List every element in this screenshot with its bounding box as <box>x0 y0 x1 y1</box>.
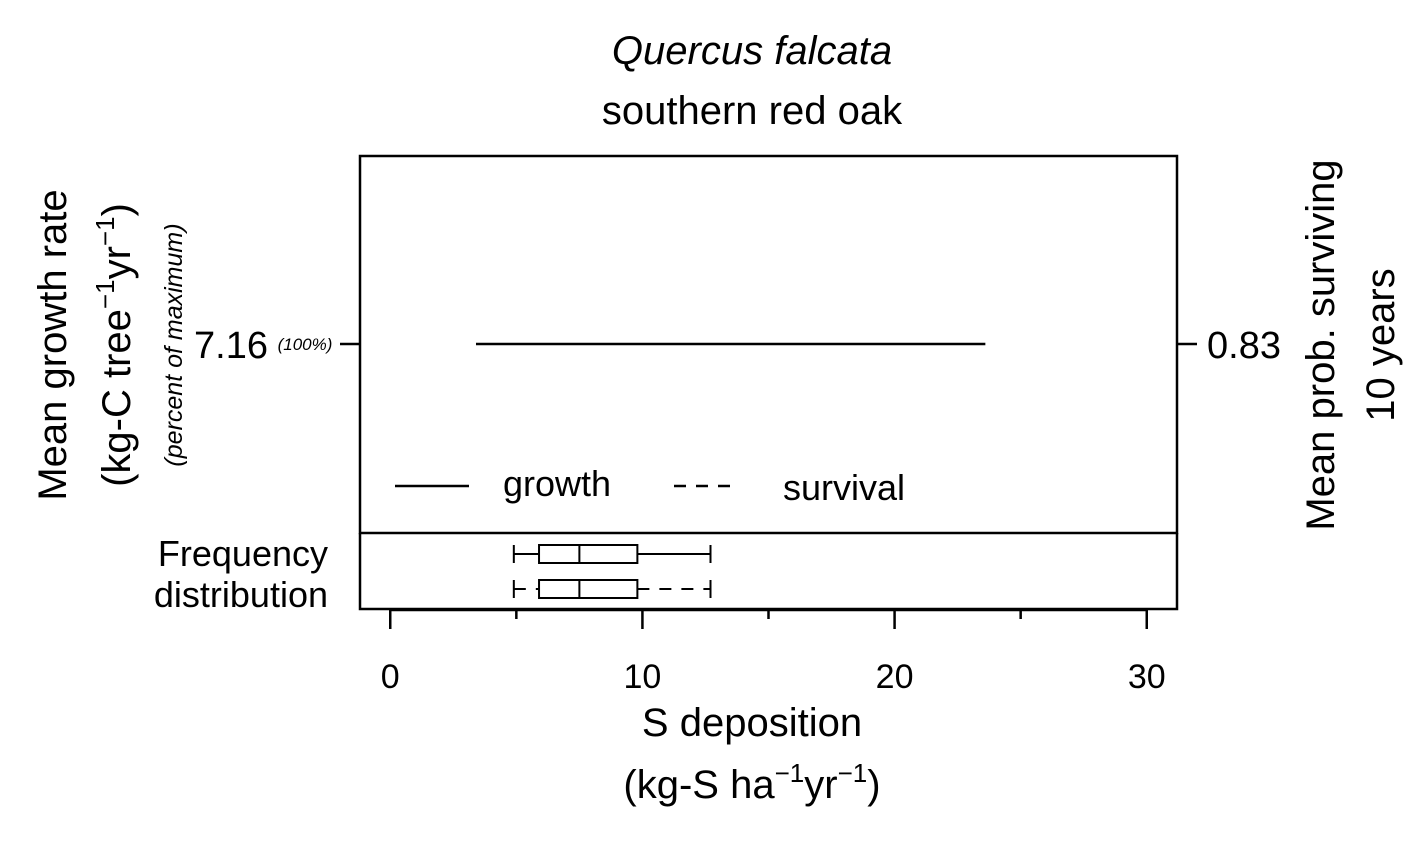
x-tick-label-10: 10 <box>624 658 662 696</box>
x-axis-title-exp-b: −1 <box>838 758 868 788</box>
left-y-label-note: (percent of maximum) <box>160 223 188 466</box>
right-y-label-line1: Mean prob. surviving <box>1299 159 1343 530</box>
boxplot-box <box>538 544 639 564</box>
left-y-tick-label: 7.16 <box>194 325 268 367</box>
left-y-label-line2: (kg-C tree−1yr−1) <box>90 203 139 487</box>
x-axis-title-unit-b: yr <box>804 763 837 807</box>
boxplot-box <box>538 579 639 599</box>
chart-title: Quercus falcata <box>612 29 892 73</box>
boxplot-survival <box>512 579 712 599</box>
x-tick-label-30: 30 <box>1128 658 1166 696</box>
x-axis-title-unit-a: (kg-S ha <box>623 763 775 807</box>
left-y-label-exp-a: −1 <box>90 279 120 309</box>
chart-subtitle: southern red oak <box>602 89 903 133</box>
left-y-label-unit-a: (kg-C tree <box>95 309 139 487</box>
frequency-panel-frame <box>358 533 1179 611</box>
x-axis-title-line2: (kg-S ha−1yr−1) <box>623 758 880 807</box>
left-y-label-exp-b: −1 <box>90 216 120 246</box>
legend-survival-label: survival <box>783 467 905 508</box>
legend-growth-label: growth <box>503 463 611 504</box>
legend: growth survival <box>395 463 905 508</box>
frequency-label-line2: distribution <box>154 574 328 615</box>
x-axis: 0 10 20 30 <box>381 608 1166 696</box>
left-y-label-unit-c: ) <box>95 203 139 216</box>
frequency-label-line1: Frequency <box>158 533 328 574</box>
boxplot-layer <box>512 544 712 599</box>
x-axis-title-exp-a: −1 <box>775 758 805 788</box>
x-tick-label-0: 0 <box>381 658 400 696</box>
right-y-tick-label: 0.83 <box>1207 325 1281 367</box>
x-axis-title-line1: S deposition <box>642 701 862 745</box>
left-y-label-line1: Mean growth rate <box>31 189 75 500</box>
boxplot-growth <box>512 544 712 564</box>
left-y-tick-percent: (100%) <box>278 335 333 354</box>
left-y-label-unit-b: yr <box>95 246 139 279</box>
right-y-label-line2: 10 years <box>1359 268 1403 421</box>
x-axis-title-unit-c: ) <box>867 763 880 807</box>
x-tick-label-20: 20 <box>876 658 914 696</box>
